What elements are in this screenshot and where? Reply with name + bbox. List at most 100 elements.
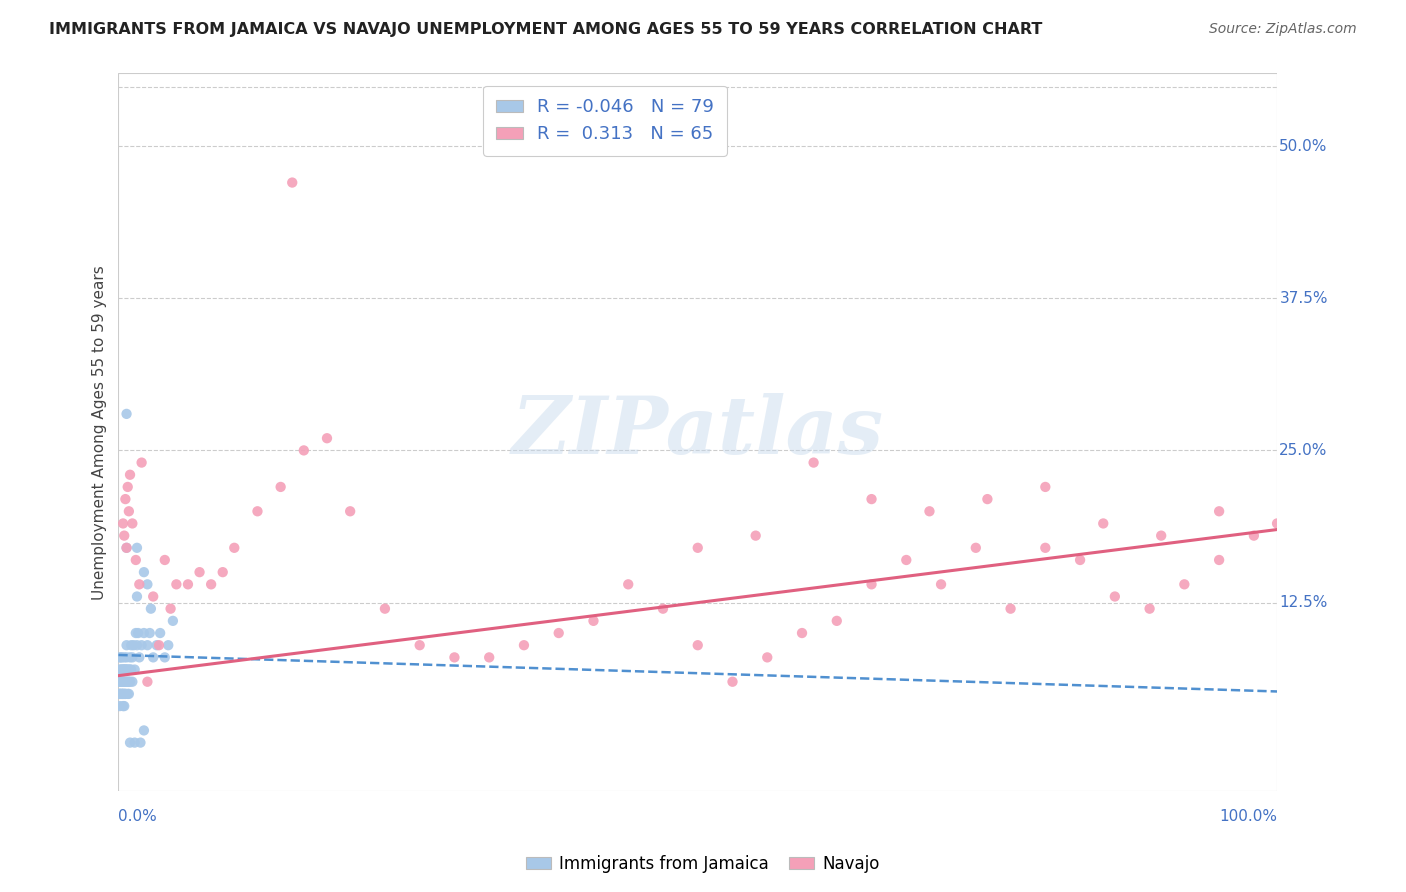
Point [118,650,141,665]
Point [652,601,675,615]
Point [1150,528,1173,542]
Point [149,626,172,640]
Point [111,663,134,677]
Point [1208,504,1230,518]
Point [118,674,141,689]
Point [121,650,143,665]
Point [929,577,952,591]
Point [112,663,135,677]
Point [165,577,187,591]
Point [117,687,139,701]
Point [121,516,143,531]
Point [115,663,138,677]
Point [860,577,883,591]
Point [686,541,709,555]
Point [153,650,176,665]
Point [1265,516,1288,531]
Point [316,431,339,445]
Point [112,687,135,701]
Point [153,553,176,567]
Point [117,480,139,494]
Point [112,528,135,542]
Point [157,638,180,652]
Point [118,663,141,677]
Point [114,663,136,677]
Point [127,626,149,640]
Point [408,638,430,652]
Point [139,601,162,615]
Point [136,674,159,689]
Point [125,590,148,604]
Point [108,699,131,714]
Point [478,650,501,665]
Point [108,687,131,701]
Point [112,699,135,714]
Point [132,565,155,579]
Text: 0.0%: 0.0% [118,809,157,824]
Point [224,541,246,555]
Point [188,565,211,579]
Point [721,674,744,689]
Y-axis label: Unemployment Among Ages 55 to 59 years: Unemployment Among Ages 55 to 59 years [93,265,107,599]
Text: 12.5%: 12.5% [1279,595,1327,610]
Point [617,577,640,591]
Point [124,736,146,750]
Point [125,638,148,652]
Point [112,650,135,665]
Point [112,699,135,714]
Point [115,541,138,555]
Point [115,674,138,689]
Point [142,650,165,665]
Point [1104,590,1126,604]
Point [125,541,148,555]
Point [112,687,135,701]
Text: 25.0%: 25.0% [1279,443,1327,458]
Point [131,456,153,470]
Point [965,541,987,555]
Point [108,687,131,701]
Point [1173,577,1195,591]
Point [1033,541,1056,555]
Point [125,553,148,567]
Point [132,626,155,640]
Point [114,687,136,701]
Point [110,674,132,689]
Point [443,650,465,665]
Point [128,577,150,591]
Point [128,650,150,665]
Text: 37.5%: 37.5% [1279,291,1327,306]
Text: 50.0%: 50.0% [1279,138,1327,153]
Point [114,663,136,677]
Point [129,736,152,750]
Point [790,626,813,640]
Point [136,638,159,652]
Point [131,638,153,652]
Point [108,650,131,665]
Point [111,674,134,689]
Point [136,577,159,591]
Point [756,650,779,665]
Point [148,638,170,652]
Point [117,663,139,677]
Point [108,687,131,701]
Point [1069,553,1091,567]
Text: ZIPatlas: ZIPatlas [512,393,884,471]
Point [108,674,131,689]
Point [513,638,536,652]
Point [112,663,135,677]
Point [270,480,292,494]
Point [112,674,135,689]
Point [686,638,709,652]
Point [339,504,361,518]
Point [110,663,132,677]
Point [110,650,132,665]
Point [112,516,135,531]
Point [918,504,941,518]
Point [118,674,141,689]
Point [114,674,136,689]
Text: Source: ZipAtlas.com: Source: ZipAtlas.com [1209,22,1357,37]
Text: IMMIGRANTS FROM JAMAICA VS NAVAJO UNEMPLOYMENT AMONG AGES 55 TO 59 YEARS CORRELA: IMMIGRANTS FROM JAMAICA VS NAVAJO UNEMPL… [49,22,1043,37]
Point [115,407,138,421]
Point [292,443,315,458]
Point [142,590,165,604]
